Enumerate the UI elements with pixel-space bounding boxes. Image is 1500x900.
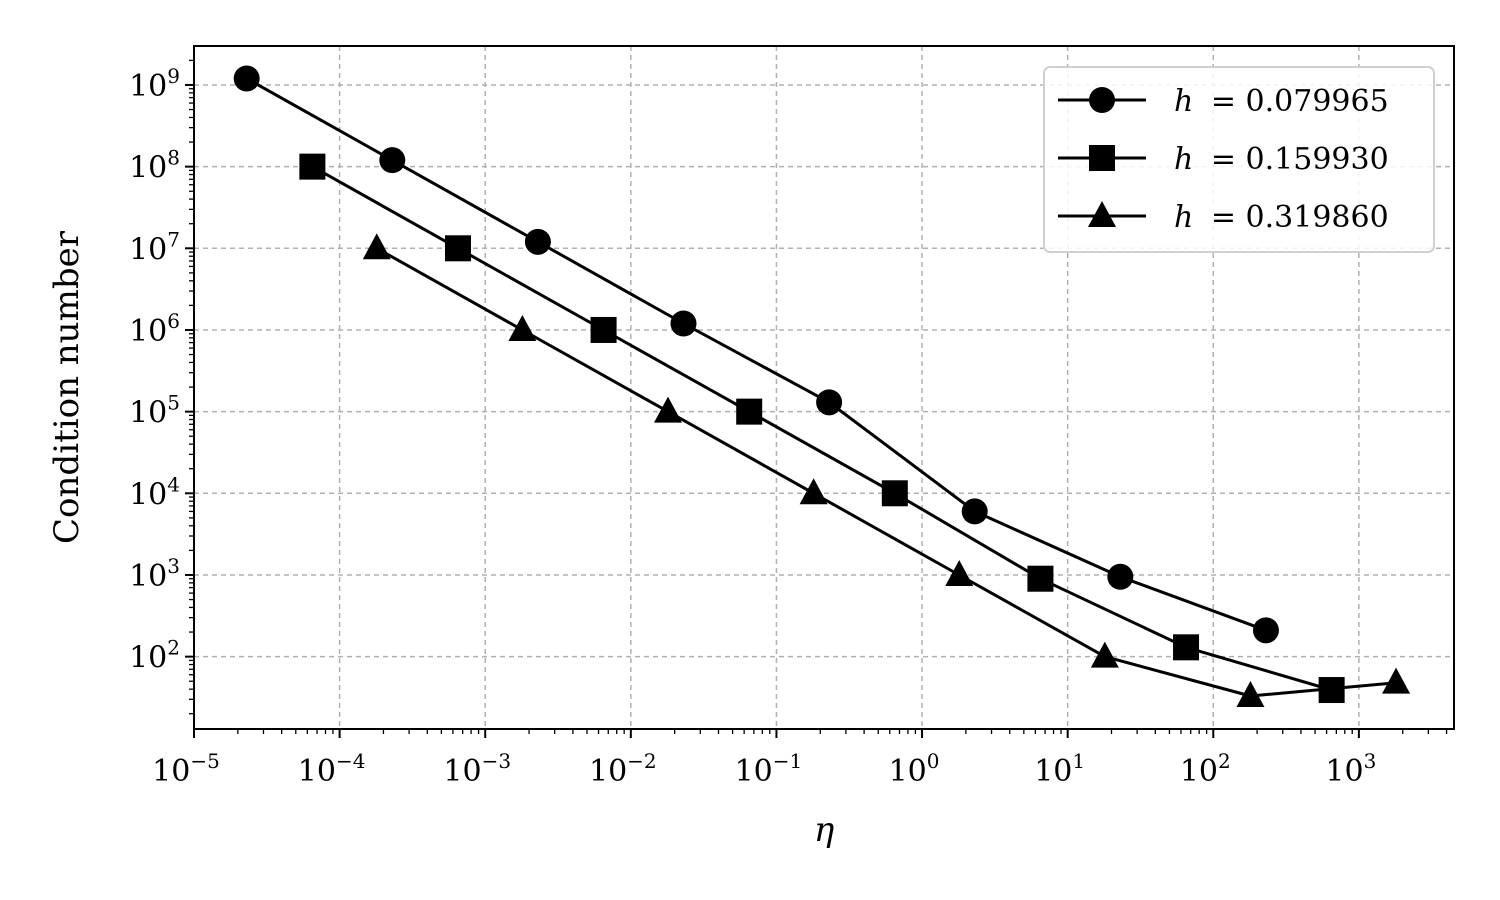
data-point-square: [444, 235, 471, 262]
series-line: [376, 246, 1397, 698]
legend-marker-triangle: [1088, 201, 1116, 227]
data-point-circle: [1107, 563, 1134, 590]
y-tick-label: 102: [129, 636, 180, 676]
data-point-square: [736, 398, 763, 425]
y-tick-label: 104: [129, 472, 180, 512]
x-tick-label: 10−5: [152, 749, 220, 789]
data-point-triangle: [1236, 680, 1265, 707]
legend-label: h = 0.319860: [1174, 200, 1389, 235]
y-tick-label: 108: [129, 146, 180, 186]
series-circle: [233, 65, 1279, 644]
data-point-triangle: [362, 233, 391, 260]
legend-entry: h = 0.159930: [1058, 142, 1389, 177]
data-point-triangle: [799, 478, 828, 505]
data-point-triangle: [1090, 641, 1119, 668]
data-point-square: [590, 316, 617, 343]
data-point-circle: [233, 65, 260, 92]
legend-box: [1043, 66, 1435, 253]
y-tick-label: 106: [129, 309, 180, 349]
x-tick-label: 100: [889, 749, 940, 789]
data-point-circle: [816, 389, 843, 416]
data-point-triangle: [1382, 667, 1411, 694]
data-point-triangle: [945, 559, 974, 586]
data-point-square: [1027, 565, 1054, 592]
y-axis-label: Condition number: [47, 230, 87, 544]
x-tick-label: 103: [1325, 749, 1376, 789]
series-layer: [233, 65, 1411, 707]
x-axis-label: η: [814, 810, 835, 850]
y-tick-label: 109: [129, 64, 180, 104]
data-point-circle: [379, 147, 406, 174]
legend: h = 0.079965 h = 0.159930 h = 0.319860: [1043, 66, 1435, 253]
data-point-circle: [670, 310, 697, 337]
x-tick-label: 102: [1180, 749, 1231, 789]
series-line: [311, 165, 1333, 692]
legend-entry: h = 0.319860: [1058, 200, 1389, 235]
x-tick-label: 10−2: [589, 749, 657, 789]
x-tick-label: 101: [1034, 749, 1085, 789]
legend-marker-square: [1089, 145, 1115, 171]
series-line: [245, 77, 1267, 632]
data-point-triangle: [508, 314, 537, 341]
data-point-circle: [1252, 617, 1279, 644]
tick-labels: 10−5 10−4 10−3 10−2 10−1 100 101 102 103 102 103 10…: [129, 64, 1376, 789]
ticks: [185, 59, 1448, 738]
data-point-triangle: [654, 396, 683, 423]
series-triangle: [362, 233, 1411, 707]
data-point-circle: [961, 498, 988, 525]
legend-marker-circle: [1089, 87, 1115, 113]
data-point-circle: [524, 228, 551, 255]
x-tick-label: 10−3: [443, 749, 511, 789]
y-tick-label: 107: [129, 227, 180, 267]
data-point-square: [299, 153, 326, 180]
x-tick-label: 10−1: [735, 749, 803, 789]
data-point-square: [1173, 634, 1200, 661]
y-tick-label: 103: [129, 554, 180, 594]
x-tick-label: 10−4: [298, 749, 366, 789]
legend-entry: h = 0.079965: [1058, 84, 1389, 119]
legend-label: h = 0.159930: [1174, 142, 1389, 177]
legend-label: h = 0.079965: [1174, 84, 1389, 119]
data-point-square: [881, 480, 908, 507]
y-tick-label: 105: [129, 391, 180, 431]
